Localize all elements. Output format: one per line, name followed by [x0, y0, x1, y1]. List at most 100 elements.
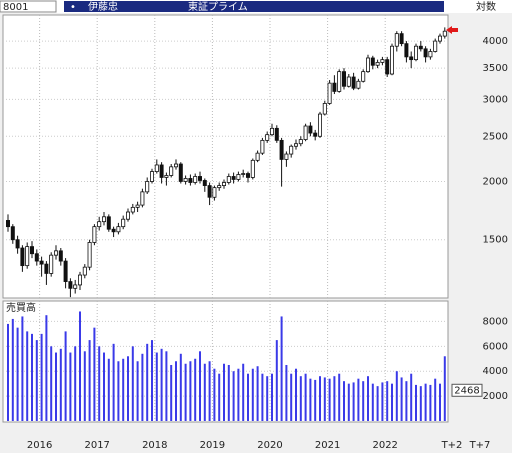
y-tick-label: 1500: [483, 235, 508, 246]
candle-body: [102, 216, 107, 223]
x-tick-label: 2016: [27, 440, 52, 451]
volume-bar: [261, 373, 264, 421]
candle-body: [317, 113, 322, 137]
name-box: [64, 1, 444, 12]
volume-bar: [31, 333, 33, 421]
candle-body: [279, 139, 284, 160]
volume-bar: [11, 318, 14, 421]
candle-body: [332, 82, 337, 92]
candle-body: [437, 35, 442, 42]
volume-tick-label: 2000: [483, 391, 508, 402]
volume-bar: [338, 373, 341, 421]
candle-body: [68, 281, 73, 289]
candle-body: [418, 45, 423, 50]
volume-bar: [141, 353, 144, 421]
candle-body: [303, 125, 308, 140]
volume-bar: [415, 384, 417, 421]
candle-body: [193, 176, 198, 183]
candle-body: [169, 166, 174, 176]
x-tick-label: T+7: [469, 440, 491, 451]
candle-body: [260, 139, 265, 154]
volume-bar: [424, 383, 427, 421]
candle-body: [289, 145, 294, 155]
volume-bar: [323, 377, 326, 421]
candle-body: [433, 40, 438, 52]
volume-bar: [26, 331, 29, 421]
candle-body: [188, 178, 193, 183]
candle-body: [236, 174, 241, 180]
volume-bar: [343, 381, 345, 421]
volume-bar: [55, 352, 57, 421]
candle-body: [164, 175, 169, 178]
volume-bar: [112, 343, 115, 421]
volume-bar: [194, 358, 197, 421]
candle-body: [255, 152, 260, 161]
volume-bar: [304, 373, 307, 421]
candle-body: [284, 153, 289, 160]
candle-body: [202, 180, 207, 186]
candle-body: [207, 185, 212, 198]
volume-bar: [227, 364, 230, 421]
volume-bar: [434, 378, 437, 421]
volume-bar: [232, 371, 235, 421]
price-panel: [2, 14, 449, 299]
y-tick-label: 2500: [483, 131, 508, 142]
y-tick-label: 4000: [483, 36, 508, 47]
volume-bar: [79, 311, 81, 421]
candle-body: [375, 62, 380, 66]
candle-body: [121, 218, 126, 228]
candle-body: [183, 178, 188, 182]
volume-bar: [50, 346, 53, 421]
candle-body: [82, 266, 87, 276]
y-tick-label: 2000: [483, 176, 508, 187]
volume-bar: [45, 315, 48, 421]
bullet: •: [70, 2, 76, 13]
volume-bar: [59, 348, 62, 421]
volume-bar: [16, 327, 19, 421]
candle-body: [25, 246, 30, 267]
candle-body: [87, 242, 92, 268]
candle-body: [265, 134, 270, 141]
candle-body: [106, 216, 111, 230]
candle-body: [44, 263, 49, 274]
volume-tick-label: 8000: [483, 316, 508, 327]
volume-bar: [405, 381, 408, 421]
candle-body: [135, 204, 140, 208]
volume-bar: [151, 340, 153, 421]
scale-mode[interactable]: 対数: [476, 0, 496, 13]
volume-marker-box: [451, 383, 483, 397]
volume-bar: [107, 358, 110, 421]
candle-body: [404, 43, 409, 58]
volume-bar: [381, 382, 384, 421]
x-tick-label: 2021: [315, 440, 340, 451]
candle-body: [327, 82, 332, 104]
candle-body: [428, 51, 433, 58]
candle-body: [356, 80, 361, 89]
volume-bar: [146, 343, 149, 421]
candle-body: [250, 159, 255, 178]
y-tick-label: 3500: [483, 63, 508, 74]
candle-body: [346, 76, 351, 87]
candle-body: [54, 250, 59, 256]
candle-body: [245, 173, 250, 178]
candle-body: [10, 226, 15, 241]
candle-body: [217, 185, 222, 189]
candle-body: [29, 246, 34, 255]
candle-body: [34, 253, 39, 262]
candle-body: [63, 260, 68, 282]
x-tick-label: 2022: [372, 440, 397, 451]
x-tick-label: 2020: [257, 440, 282, 451]
candle-body: [116, 226, 121, 233]
volume-bar: [88, 340, 91, 421]
volume-bar: [251, 368, 254, 421]
volume-bar: [275, 340, 278, 421]
volume-bar: [309, 378, 312, 421]
volume-bar: [122, 358, 125, 421]
volume-bar: [290, 373, 293, 421]
candle-body: [385, 59, 390, 75]
stock-code: 8001: [3, 2, 28, 13]
candle-body: [212, 187, 217, 198]
volume-bar: [386, 381, 389, 421]
volume-bar: [376, 386, 379, 421]
